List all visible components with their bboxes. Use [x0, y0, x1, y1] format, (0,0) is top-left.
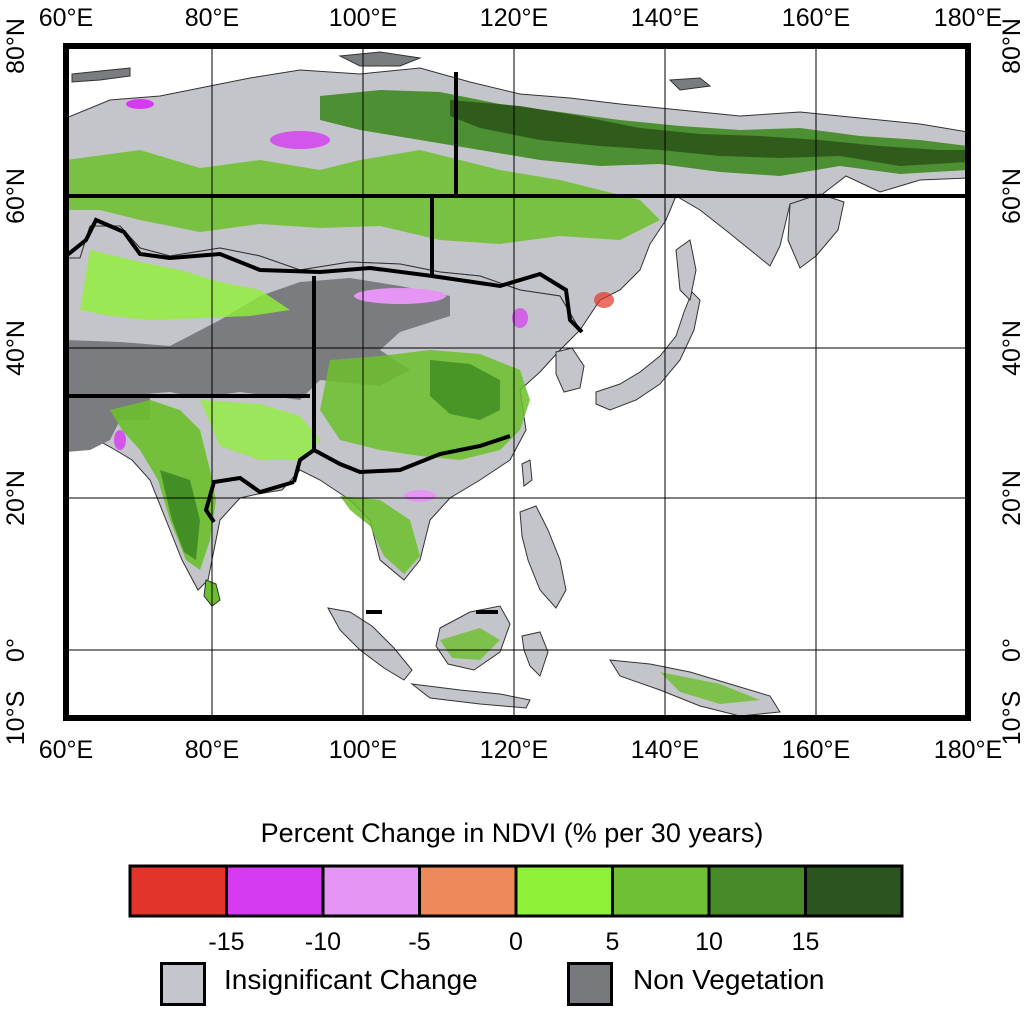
longitude-labels-top: 60°E 80°E 100°E 120°E 140°E 160°E 180°E: [39, 4, 1002, 32]
landmass-philippines: [519, 505, 567, 609]
lon-tick-top: 160°E: [782, 4, 850, 32]
non-vegetation-swatch: [567, 962, 613, 1006]
lat-tick-right: 40°N: [998, 320, 1024, 376]
colorbar-tick-label: -15: [208, 928, 245, 956]
lon-tick-top: 60°E: [39, 4, 93, 32]
lon-tick-top: 120°E: [480, 4, 548, 32]
lon-tick-bottom: 120°E: [480, 736, 548, 764]
browning-patches: [114, 99, 614, 502]
map-area: [66, 46, 968, 718]
lat-tick-right: 80°N: [998, 18, 1024, 74]
lat-tick-right: 10°S: [998, 691, 1024, 745]
colorbar-segment: [321, 864, 421, 918]
colorbar-tick-label: 0: [509, 928, 523, 956]
colorbar-segment: [128, 864, 228, 918]
landmass-taiwan: [521, 459, 533, 487]
colorbar-segment: [707, 864, 807, 918]
ndvi-colorbar: [128, 864, 904, 918]
legend-title: Percent Change in NDVI (% per 30 years): [260, 818, 764, 848]
lat-tick-left: 60°N: [2, 168, 30, 224]
colorbar-segment: [225, 864, 325, 918]
colorbar-segment: [514, 864, 614, 918]
colorbar-tick-label: 15: [791, 928, 820, 956]
non-vegetation-label: Non Vegetation: [633, 964, 825, 995]
insignificant-change-swatch: [160, 962, 206, 1006]
landmass-sumatra: [327, 607, 413, 681]
latitude-labels-left: 80°N 60°N 40°N 20°N 0° 10°S: [2, 18, 30, 745]
colorbar-tick-label: 10: [695, 928, 723, 956]
greening-patches: [66, 90, 968, 574]
landmass-java: [410, 683, 531, 709]
lon-tick-top: 180°E: [934, 4, 1002, 32]
colorbar-tick-label: 5: [605, 928, 620, 956]
lon-tick-bottom: 80°E: [185, 736, 239, 764]
lat-tick-left: 80°N: [2, 18, 30, 74]
lon-tick-bottom: 60°E: [39, 736, 93, 764]
lat-tick-right: 0°: [998, 638, 1024, 662]
lat-tick-right: 20°N: [998, 470, 1024, 526]
colorbar-tick-label: -5: [408, 928, 431, 956]
colorbar-segment: [804, 864, 904, 918]
insignificant-change-label: Insignificant Change: [224, 964, 478, 995]
lat-tick-right: 60°N: [998, 168, 1024, 224]
longitude-labels-bottom: 60°E 80°E 100°E 120°E 140°E 160°E 180°E: [39, 736, 1002, 764]
lon-tick-bottom: 140°E: [631, 736, 699, 764]
map-frame: [63, 43, 971, 721]
lat-tick-left: 10°S: [2, 691, 30, 745]
colorbar-segment: [611, 864, 711, 918]
ndvi-change-map: 60°E 80°E 100°E 120°E 140°E 160°E 180°E 60°E 80…: [2, 4, 1024, 764]
lon-tick-top: 80°E: [185, 4, 239, 32]
landmass-sakhalin: [675, 239, 697, 302]
landmass-arctic-islands: [71, 67, 131, 83]
lon-tick-bottom: 100°E: [329, 736, 397, 764]
latitude-labels-right: 80°N 60°N 40°N 20°N 0° 10°S: [998, 18, 1024, 745]
lon-tick-top: 140°E: [631, 4, 699, 32]
landmass-japan: [595, 291, 701, 411]
region-boundaries: [66, 72, 968, 614]
lat-tick-left: 20°N: [2, 470, 30, 526]
lon-tick-bottom: 160°E: [782, 736, 850, 764]
colorbar-segment: [418, 864, 518, 918]
colorbar-tick-label: -10: [304, 928, 342, 956]
lat-tick-left: 0°: [2, 638, 30, 662]
lon-tick-top: 100°E: [329, 4, 397, 32]
lat-tick-left: 40°N: [2, 320, 30, 376]
lon-tick-bottom: 180°E: [934, 736, 1002, 764]
